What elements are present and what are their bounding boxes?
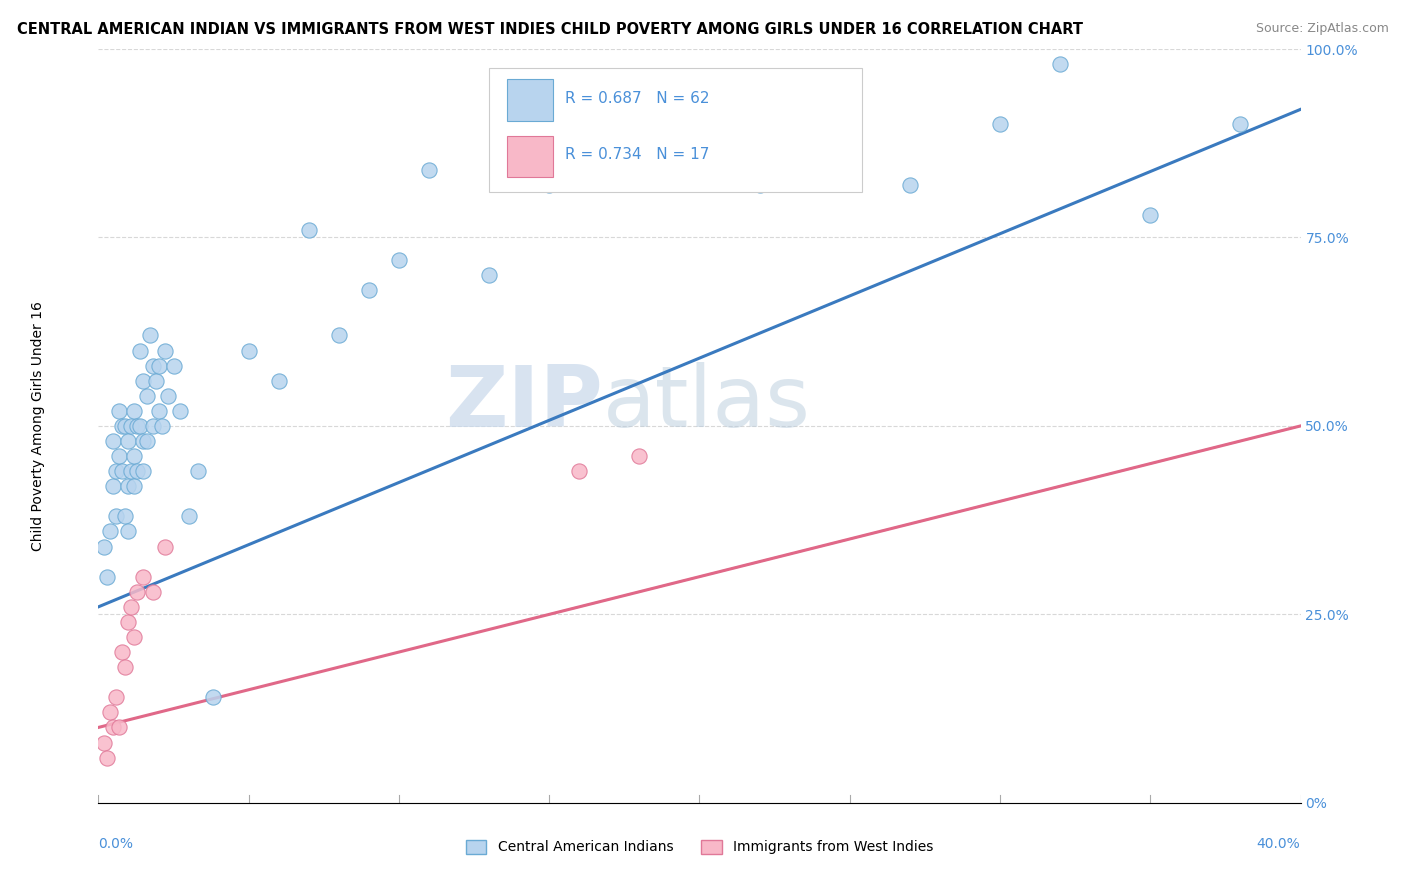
Point <box>132 434 155 448</box>
Point <box>748 178 770 192</box>
Text: R = 0.687   N = 62: R = 0.687 N = 62 <box>565 91 710 105</box>
Point <box>127 584 149 599</box>
Point <box>388 253 411 268</box>
Point <box>96 570 118 584</box>
Point <box>111 419 134 434</box>
Bar <box>508 79 553 120</box>
Point <box>117 615 139 629</box>
Point <box>111 464 134 478</box>
Point <box>129 419 152 434</box>
Point <box>162 359 184 373</box>
Point <box>117 479 139 493</box>
Point <box>121 419 143 434</box>
Point <box>117 524 139 539</box>
Point <box>93 735 115 749</box>
Legend: Central American Indians, Immigrants from West Indies: Central American Indians, Immigrants fro… <box>460 834 939 860</box>
Text: 40.0%: 40.0% <box>1257 837 1301 851</box>
Point <box>169 404 191 418</box>
Text: ZIP: ZIP <box>446 362 603 445</box>
Point <box>127 419 149 434</box>
Text: atlas: atlas <box>603 362 811 445</box>
Point <box>135 389 157 403</box>
Point <box>105 464 128 478</box>
Point <box>124 404 146 418</box>
Point <box>150 419 173 434</box>
Point <box>93 540 115 554</box>
Point <box>267 374 290 388</box>
Point <box>121 599 143 614</box>
Text: Child Poverty Among Girls Under 16: Child Poverty Among Girls Under 16 <box>31 301 45 551</box>
Point <box>141 419 163 434</box>
Point <box>96 750 118 764</box>
Point <box>153 343 176 358</box>
Point <box>538 178 561 192</box>
Point <box>141 584 163 599</box>
Point <box>108 404 131 418</box>
Point <box>298 223 321 237</box>
Point <box>105 509 128 524</box>
Point <box>988 118 1011 132</box>
Point <box>132 464 155 478</box>
Point <box>124 449 146 463</box>
Point <box>114 660 136 674</box>
Point <box>114 509 136 524</box>
Point <box>148 359 170 373</box>
Point <box>132 570 155 584</box>
Point <box>628 449 651 463</box>
Point <box>135 434 157 448</box>
Point <box>1049 57 1071 71</box>
Point <box>357 283 380 297</box>
Point <box>1139 208 1161 222</box>
Point <box>1229 118 1251 132</box>
Point <box>124 630 146 644</box>
Point <box>689 132 711 146</box>
Point <box>156 389 179 403</box>
Point <box>114 419 136 434</box>
Point <box>568 464 591 478</box>
FancyBboxPatch shape <box>489 68 862 193</box>
Point <box>132 374 155 388</box>
Point <box>121 464 143 478</box>
Point <box>108 449 131 463</box>
Point <box>148 404 170 418</box>
Point <box>117 434 139 448</box>
Point <box>111 645 134 659</box>
Point <box>598 132 620 146</box>
Point <box>124 479 146 493</box>
Point <box>103 721 125 735</box>
Point <box>478 268 501 283</box>
Point <box>127 464 149 478</box>
Point <box>105 690 128 705</box>
Point <box>103 434 125 448</box>
Text: R = 0.734   N = 17: R = 0.734 N = 17 <box>565 147 709 162</box>
Point <box>177 509 200 524</box>
Point <box>100 524 122 539</box>
Text: 0.0%: 0.0% <box>98 837 134 851</box>
Point <box>108 721 131 735</box>
Point <box>100 706 122 720</box>
Point <box>145 374 167 388</box>
Point <box>138 328 160 343</box>
Bar <box>508 136 553 178</box>
Point <box>418 162 440 177</box>
Text: CENTRAL AMERICAN INDIAN VS IMMIGRANTS FROM WEST INDIES CHILD POVERTY AMONG GIRLS: CENTRAL AMERICAN INDIAN VS IMMIGRANTS FR… <box>17 22 1083 37</box>
Point <box>898 178 921 192</box>
Point <box>129 343 152 358</box>
Point <box>141 359 163 373</box>
Point <box>838 103 860 117</box>
Point <box>103 479 125 493</box>
Point <box>201 690 224 705</box>
Point <box>328 328 350 343</box>
Text: Source: ZipAtlas.com: Source: ZipAtlas.com <box>1256 22 1389 36</box>
Point <box>153 540 176 554</box>
Point <box>238 343 260 358</box>
Point <box>187 464 209 478</box>
